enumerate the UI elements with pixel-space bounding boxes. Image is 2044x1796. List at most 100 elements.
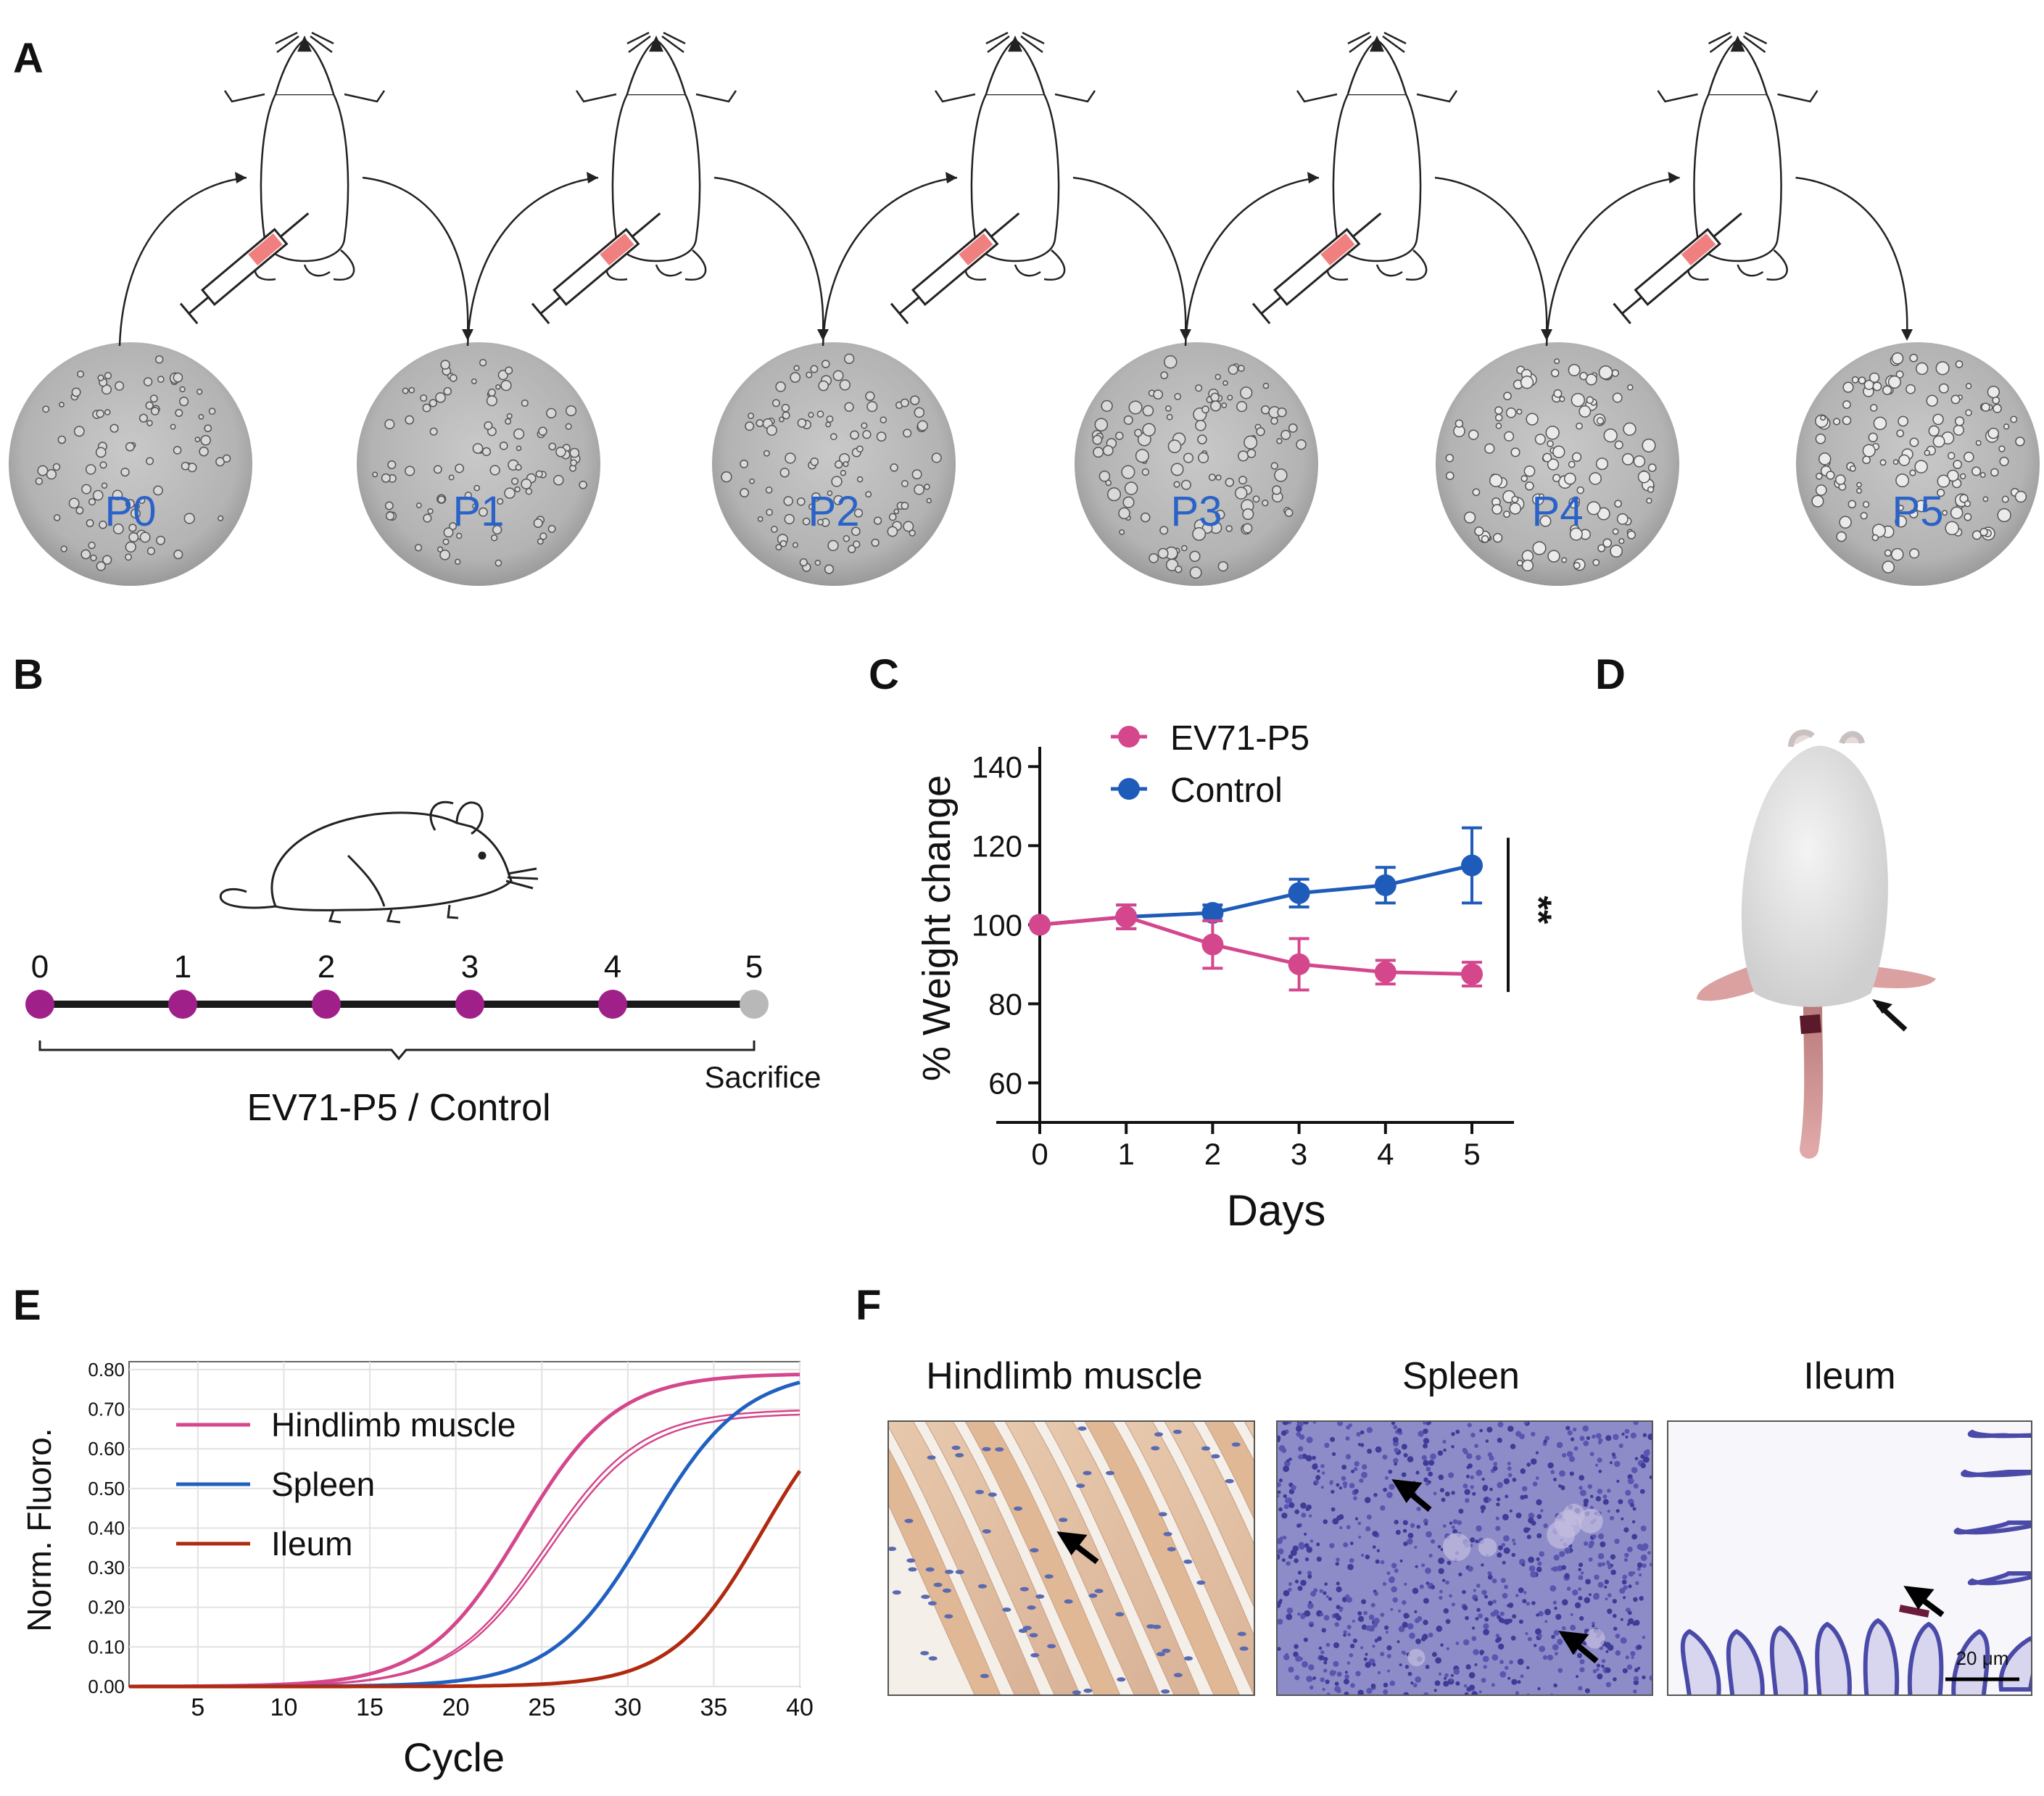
- cell-nucleus: [1579, 1615, 1584, 1621]
- cell: [1909, 548, 1920, 559]
- nucleus: [1014, 1506, 1022, 1511]
- cell: [1242, 508, 1254, 521]
- cell: [1208, 473, 1216, 481]
- panel-label-a: A: [13, 35, 44, 82]
- cell: [102, 555, 112, 565]
- cell-nucleus: [1345, 1436, 1350, 1441]
- data-point-control: [1201, 902, 1224, 924]
- cell-nucleus: [1277, 1548, 1284, 1555]
- cell-nucleus: [1510, 1635, 1516, 1641]
- cell-nucleus: [1399, 1663, 1402, 1667]
- dish-background: [1075, 342, 1318, 586]
- cell-nucleus: [1425, 1665, 1430, 1669]
- cell: [1597, 544, 1606, 553]
- cell-nucleus: [1394, 1568, 1399, 1573]
- cell-nucleus: [1544, 1436, 1549, 1441]
- cell: [1195, 420, 1207, 431]
- cell: [455, 558, 461, 565]
- cell-nucleus: [1642, 1543, 1649, 1550]
- cell-nucleus: [1449, 1521, 1453, 1525]
- cell: [198, 414, 204, 420]
- cell-nucleus: [1426, 1466, 1431, 1472]
- cell-nucleus: [1407, 1533, 1414, 1539]
- cell: [1509, 502, 1521, 515]
- cell-nucleus: [1302, 1660, 1308, 1668]
- cell: [112, 489, 123, 500]
- cell-nucleus: [1455, 1642, 1460, 1645]
- cell: [1198, 452, 1209, 463]
- cell-nucleus: [1462, 1605, 1468, 1610]
- cell-nucleus: [1497, 1552, 1502, 1558]
- cell-nucleus: [1386, 1654, 1391, 1658]
- cell-nucleus: [1499, 1671, 1507, 1678]
- cell-nucleus: [1614, 1539, 1620, 1544]
- cell: [1909, 469, 1916, 476]
- x-tick-label: 10: [270, 1694, 298, 1721]
- cell-nucleus: [1630, 1432, 1637, 1439]
- y-axis-title: % Weight change: [915, 775, 959, 1081]
- cell-nucleus: [1634, 1457, 1639, 1460]
- cell-nucleus: [1511, 1679, 1518, 1685]
- cell: [146, 457, 154, 465]
- cell: [109, 423, 119, 433]
- cell-nucleus: [1626, 1664, 1633, 1670]
- cell-nucleus: [1412, 1683, 1418, 1688]
- y-tick-label: 0.10: [88, 1636, 125, 1658]
- cell: [1981, 402, 1990, 412]
- cell: [60, 545, 67, 553]
- cell-nucleus: [1294, 1509, 1299, 1515]
- cell: [420, 394, 428, 402]
- cell: [525, 487, 533, 495]
- cell-nucleus: [1363, 1610, 1368, 1615]
- timeline-dot-day-5: [740, 990, 769, 1019]
- cell-nucleus: [1356, 1431, 1361, 1437]
- nucleus: [888, 1547, 897, 1552]
- villus: [1953, 1520, 2032, 1535]
- cell: [1858, 376, 1866, 385]
- cell-nucleus: [1512, 1539, 1515, 1542]
- cell: [1585, 373, 1597, 386]
- cell: [1505, 407, 1517, 418]
- cell-nucleus: [1360, 1553, 1365, 1557]
- cell: [1610, 545, 1623, 558]
- cell: [1174, 393, 1182, 400]
- cell: [748, 413, 755, 419]
- cell-nucleus: [1640, 1554, 1647, 1561]
- data-point-ev71-p5: [1115, 906, 1138, 928]
- passage-label-p5: P5: [1892, 488, 1944, 535]
- cell: [495, 559, 502, 567]
- cell-nucleus: [1325, 1595, 1329, 1599]
- cell-nucleus: [1491, 1578, 1497, 1584]
- cell: [1932, 413, 1944, 426]
- arrow-curve-out: [362, 176, 469, 336]
- nucleus: [933, 1582, 943, 1587]
- cell-nucleus: [1305, 1454, 1312, 1462]
- cell-nucleus: [1497, 1636, 1502, 1642]
- cell-nucleus: [1373, 1618, 1380, 1624]
- cell-nucleus: [1428, 1460, 1435, 1466]
- arrow-curve-in: [822, 176, 958, 347]
- arrow-icon: [1903, 1586, 1935, 1610]
- x-tick-label: 40: [786, 1694, 814, 1721]
- cell: [1563, 472, 1576, 485]
- cell-nucleus: [1277, 1554, 1280, 1560]
- cell-nucleus: [1612, 1599, 1617, 1604]
- cell: [455, 532, 463, 539]
- cell: [1947, 452, 1956, 460]
- cell-nucleus: [1421, 1563, 1426, 1568]
- cell-nucleus: [1451, 1525, 1455, 1529]
- cell: [153, 485, 163, 496]
- nucleus: [921, 1594, 930, 1600]
- syringe-needle: [1713, 212, 1742, 238]
- culture-dish-p0: P0: [9, 342, 252, 586]
- muscle-fiber: [1004, 1421, 1161, 1695]
- cell-nucleus: [1288, 1457, 1292, 1461]
- cell: [497, 370, 508, 381]
- nucleus: [1076, 1483, 1085, 1489]
- cell: [143, 377, 153, 386]
- cell: [797, 418, 807, 428]
- cell-nucleus: [1479, 1652, 1484, 1656]
- cell-nucleus: [1562, 1599, 1568, 1606]
- data-point-ev71-p5: [1374, 961, 1397, 983]
- cell-nucleus: [1527, 1527, 1531, 1531]
